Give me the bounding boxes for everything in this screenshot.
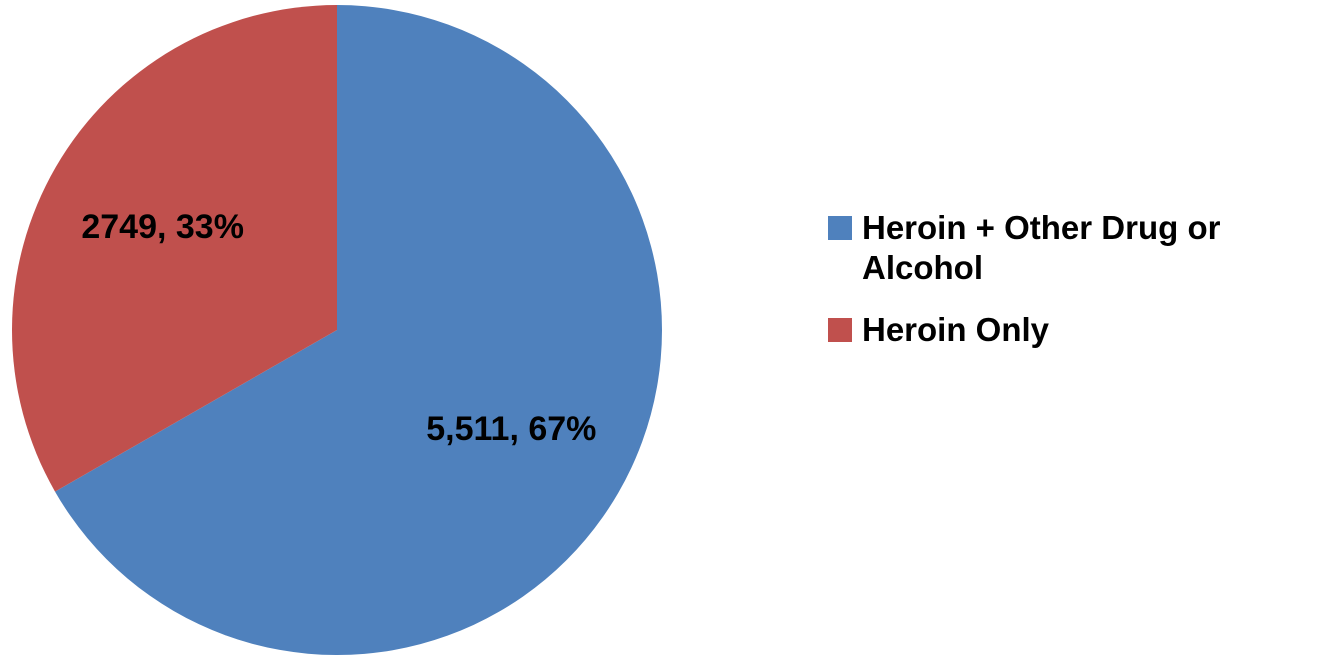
legend-swatch [828, 216, 852, 240]
legend-swatch [828, 318, 852, 342]
pie-slice [55, 5, 662, 655]
legend: Heroin + Other Drug or Alcohol Heroin Onl… [828, 208, 1298, 372]
data-label: 5,511, 67% [426, 410, 596, 448]
data-label: 2749, 33% [81, 208, 244, 246]
legend-item: Heroin Only [828, 310, 1298, 350]
legend-label: Heroin Only [862, 311, 1050, 348]
legend-label: Heroin + Other Drug or Alcohol [862, 209, 1221, 286]
pie-slice [12, 5, 338, 492]
legend-item: Heroin + Other Drug or Alcohol [828, 208, 1298, 288]
